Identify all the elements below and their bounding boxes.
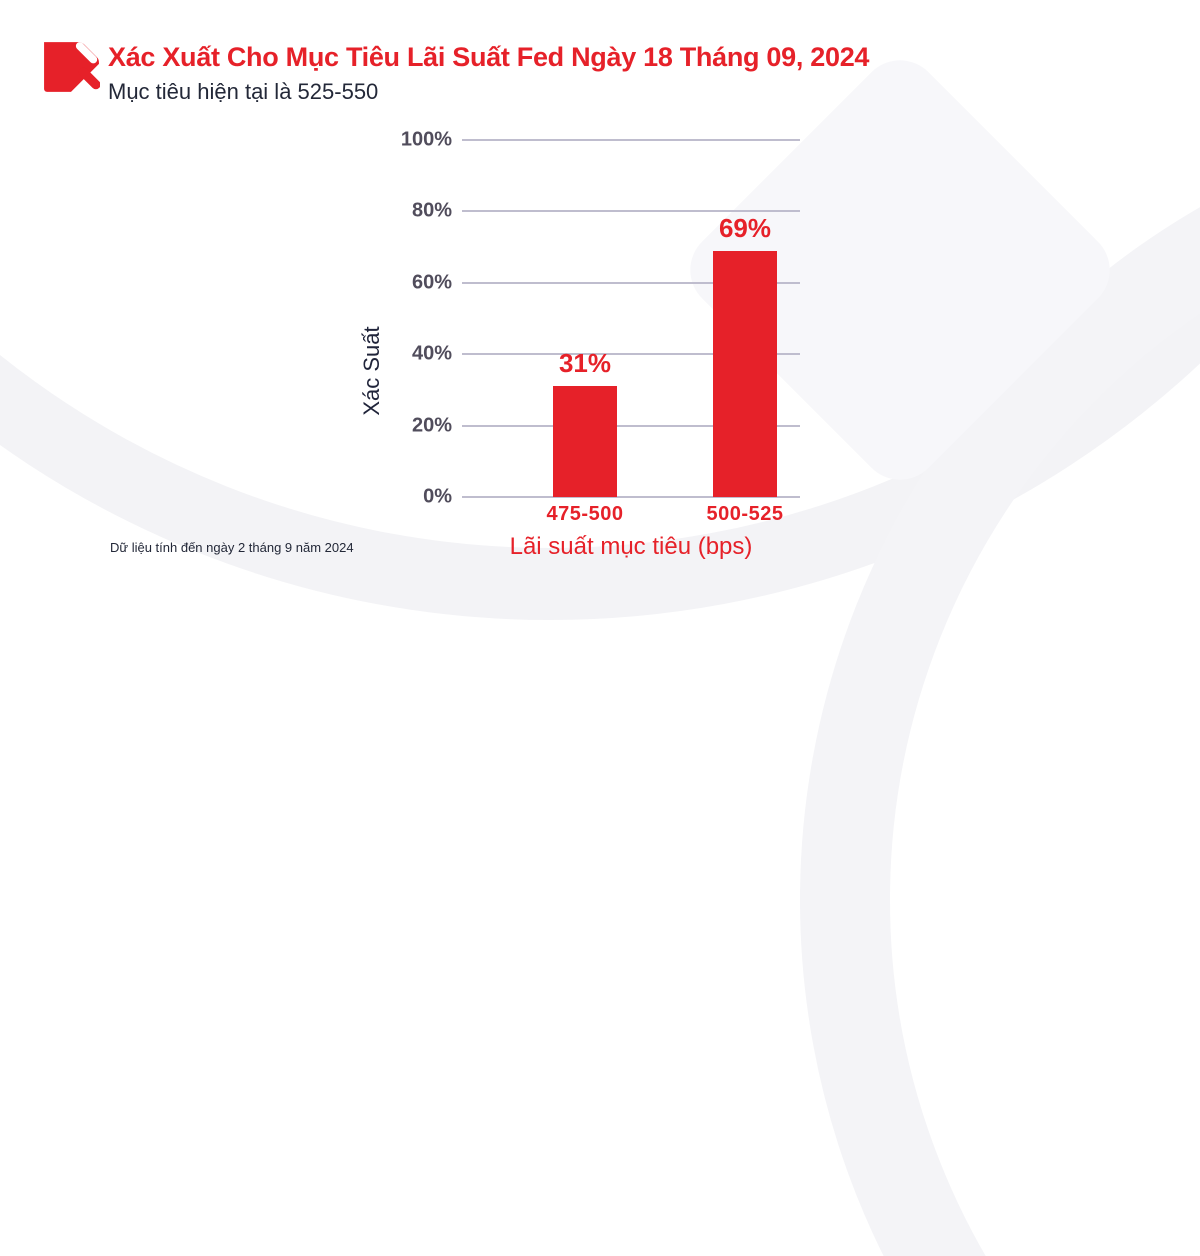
chart-title: Xác Xuất Cho Mục Tiêu Lãi Suất Fed Ngày … <box>108 42 870 72</box>
y-tick-label: 100% <box>400 128 452 151</box>
gridline-0% <box>462 496 800 498</box>
gridline-40% <box>462 353 800 356</box>
chart-subtitle: Mục tiêu hiện tại là 525-550 <box>108 79 379 104</box>
bar-475-500[interactable] <box>553 386 617 497</box>
gridline-20% <box>462 424 800 427</box>
y-tick-label: 0% <box>423 485 452 508</box>
x-axis-tick-labels: 475-500 500-525 <box>462 503 800 529</box>
bar-value-label-475-500: 31% <box>558 348 612 379</box>
gridline-100% <box>462 139 800 141</box>
footnote-data-as-of: Dữ liệu tính đến ngày 2 tháng 9 năm 2024 <box>110 540 354 555</box>
x-tick-label-500-525: 500-525 <box>706 503 784 525</box>
y-axis-tick-labels: 0% 20% 40% 60% 80% 100% <box>330 129 452 508</box>
plot-area: 31% 69% <box>462 139 800 498</box>
x-tick-label-475-500: 475-500 <box>546 503 624 525</box>
bar-value-label-500-525: 69% <box>718 212 772 243</box>
x-axis-title: Lãi suất mục tiêu (bps) <box>509 533 753 560</box>
y-tick-label: 80% <box>411 199 452 222</box>
y-tick-label: 60% <box>411 271 452 294</box>
gridline-60% <box>462 281 800 284</box>
bar-500-525[interactable] <box>713 250 777 497</box>
y-tick-label: 40% <box>411 342 452 365</box>
brand-logo-icon <box>42 42 101 92</box>
y-tick-label: 20% <box>411 414 452 437</box>
gridline-80% <box>462 210 800 213</box>
